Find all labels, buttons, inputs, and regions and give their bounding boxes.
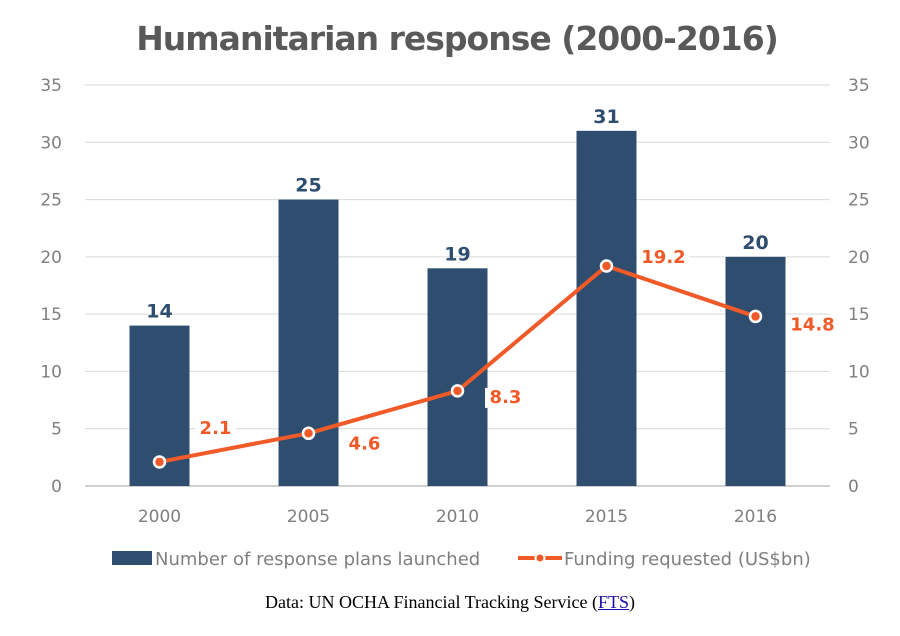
line-marker — [599, 259, 614, 273]
x-tick-label: 2000 — [138, 507, 181, 527]
y-tick-label: 30 — [40, 133, 62, 153]
line-label-background — [485, 387, 526, 408]
y-tick-label: 5 — [51, 420, 62, 440]
source-prefix: Data: UN OCHA Financial Tracking Service… — [265, 592, 598, 612]
bar-data-label: 20 — [742, 232, 768, 254]
bar — [576, 130, 637, 487]
y2-tick-label: 0 — [848, 477, 859, 497]
y-tick-label: 0 — [51, 477, 62, 497]
line-label-background — [195, 418, 236, 439]
line-data-label: 19.2 — [641, 247, 685, 268]
fts-link[interactable]: FTS — [597, 592, 629, 612]
bar-data-label: 31 — [593, 106, 619, 128]
y2-tick-label: 25 — [848, 191, 870, 211]
bar — [278, 199, 339, 487]
line-label-background — [786, 315, 839, 336]
line-data-label: 14.8 — [790, 314, 834, 335]
line-label-background — [637, 248, 690, 269]
y-tick-label: 10 — [40, 362, 62, 382]
line-marker — [301, 426, 316, 441]
legend-bar-label: Number of response plans launched — [155, 549, 480, 570]
y2-tick-label: 30 — [848, 133, 870, 153]
x-tick-label: 2015 — [585, 507, 628, 527]
legend: Number of response plans launched Fundin… — [112, 549, 811, 570]
bar — [427, 268, 488, 486]
bar-data-label: 14 — [146, 301, 172, 323]
line-marker — [152, 455, 167, 469]
y-tick-label: 35 — [40, 76, 62, 96]
source-note: Data: UN OCHA Financial Tracking Service… — [0, 592, 900, 613]
source-suffix: ) — [628, 592, 635, 612]
bar-data-label: 25 — [295, 175, 321, 197]
x-tick-label: 2005 — [287, 507, 330, 527]
line-data-label: 8.3 — [490, 387, 522, 408]
y2-tick-label: 15 — [848, 305, 870, 325]
right-axis: 0 5 10 15 20 25 30 35 — [848, 76, 870, 497]
line-label-background — [344, 434, 385, 455]
y-tick-label: 20 — [40, 248, 62, 268]
legend-line-label: Funding requested (US$bn) — [564, 549, 811, 570]
y2-tick-label: 35 — [848, 76, 870, 96]
y-tick-label: 15 — [40, 305, 62, 325]
y2-tick-label: 20 — [848, 248, 870, 268]
bar-data-label: 19 — [444, 243, 470, 265]
line-marker — [450, 384, 465, 398]
x-tick-label: 2010 — [436, 507, 479, 527]
left-axis: 0 5 10 15 20 25 30 35 — [40, 76, 62, 497]
y-tick-label: 25 — [40, 191, 62, 211]
line-data-label: 4.6 — [349, 433, 381, 454]
y2-tick-label: 10 — [848, 362, 870, 382]
x-axis: 2000 2005 2010 2015 2016 — [138, 507, 777, 527]
x-tick-label: 2016 — [734, 507, 777, 527]
chart-title: Humanitarian response (2000-2016) — [136, 19, 778, 58]
funding-line: 2.1 4.6 8.3 19.2 14.8 — [152, 247, 839, 469]
bar — [725, 256, 786, 486]
legend-line-marker — [534, 552, 546, 564]
y2-tick-label: 5 — [848, 420, 859, 440]
line-marker — [748, 309, 763, 324]
line-data-label: 2.1 — [200, 418, 232, 439]
legend-bar-swatch — [112, 551, 152, 565]
